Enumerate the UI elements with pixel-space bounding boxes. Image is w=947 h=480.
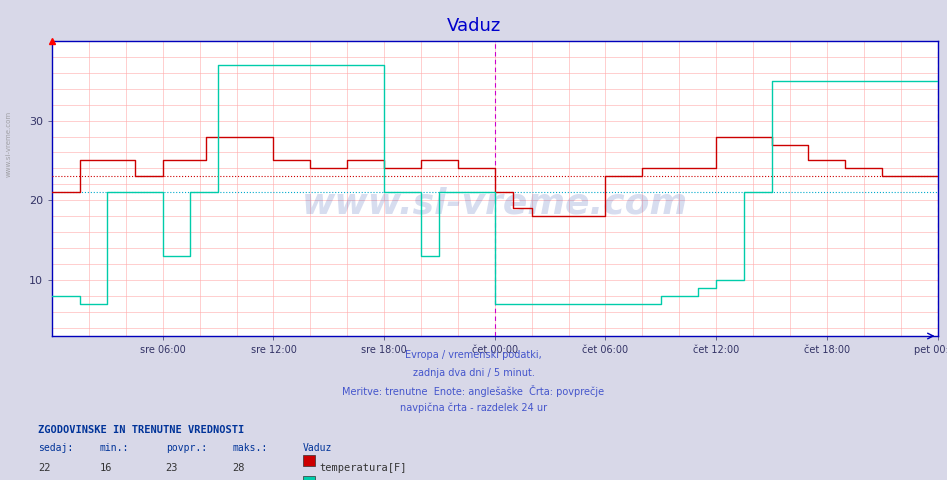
Text: 22: 22: [38, 463, 50, 473]
Text: Meritve: trenutne  Enote: anglešaške  Črta: povprečje: Meritve: trenutne Enote: anglešaške Črta…: [343, 385, 604, 397]
Text: zadnja dva dni / 5 minut.: zadnja dva dni / 5 minut.: [413, 368, 534, 378]
Text: 28: 28: [232, 463, 244, 473]
Text: Vaduz: Vaduz: [303, 443, 332, 453]
Text: povpr.:: povpr.:: [166, 443, 206, 453]
Text: maks.:: maks.:: [232, 443, 267, 453]
Text: min.:: min.:: [99, 443, 129, 453]
Text: ZGODOVINSKE IN TRENUTNE VREDNOSTI: ZGODOVINSKE IN TRENUTNE VREDNOSTI: [38, 425, 244, 435]
Text: 16: 16: [99, 463, 112, 473]
Text: navpična črta - razdelek 24 ur: navpična črta - razdelek 24 ur: [400, 402, 547, 413]
Text: 23: 23: [166, 463, 178, 473]
Text: sedaj:: sedaj:: [38, 443, 73, 453]
Text: temperatura[F]: temperatura[F]: [319, 463, 406, 473]
Text: Vaduz: Vaduz: [446, 17, 501, 35]
Text: Evropa / vremenski podatki,: Evropa / vremenski podatki,: [405, 350, 542, 360]
Text: www.si-vreme.com: www.si-vreme.com: [302, 186, 688, 220]
Text: www.si-vreme.com: www.si-vreme.com: [6, 111, 11, 177]
